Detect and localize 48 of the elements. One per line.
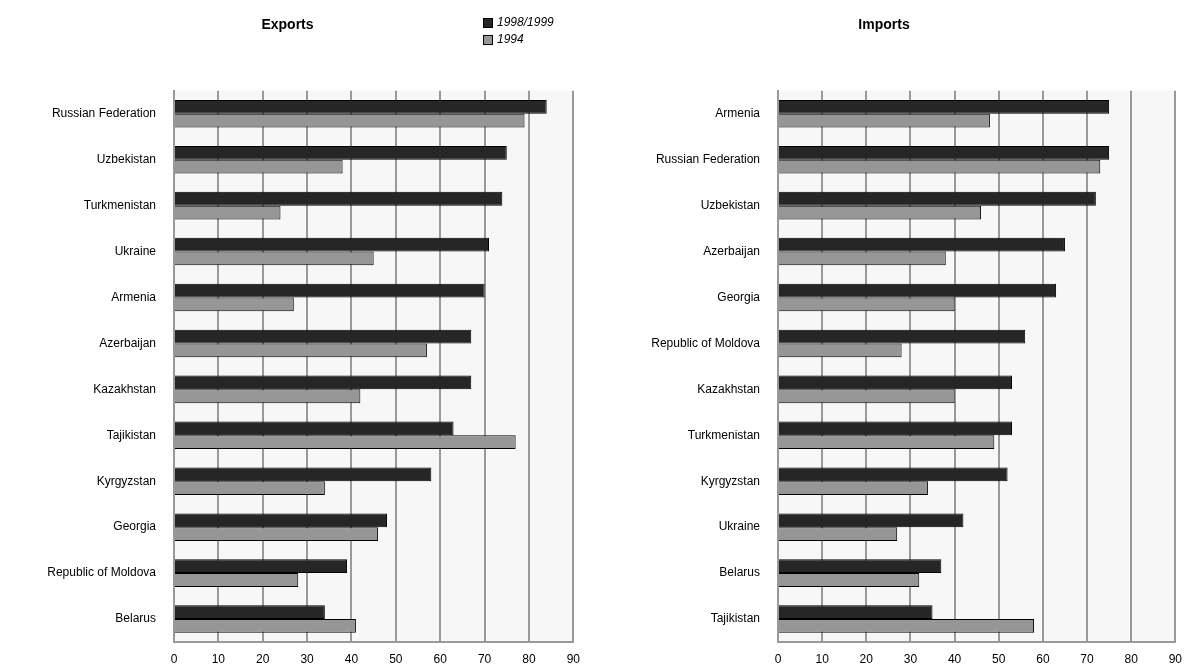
x-tick-label: 40 <box>344 651 359 666</box>
y-tick-label: Belarus <box>719 565 760 580</box>
x-tick-label: 80 <box>522 651 536 666</box>
y-tick-label: Azerbaijan <box>99 335 156 350</box>
y-tick-label: Republic of Moldova <box>651 335 761 350</box>
x-tick-label: 70 <box>1080 651 1095 666</box>
y-tick-label: Turkmenistan <box>83 197 156 212</box>
y-tick-label: Azerbaijan <box>703 243 760 258</box>
x-tick-label: 0 <box>170 651 178 666</box>
y-tick-label: Republic of Moldova <box>47 565 157 580</box>
y-tick-label: Ukraine <box>718 519 761 534</box>
y-tick-label: Kazakhstan <box>697 381 760 396</box>
y-tick-label: Uzbekistan <box>96 152 156 167</box>
x-tick-label: 70 <box>477 651 492 666</box>
x-tick-label: 10 <box>815 651 830 666</box>
y-tick-label: Georgia <box>717 289 761 304</box>
x-tick-label: 0 <box>774 651 782 666</box>
y-tick-label: Russian Federation <box>51 106 156 121</box>
x-tick-label: 90 <box>1168 651 1183 666</box>
y-tick-label: Tajikistan <box>106 427 156 442</box>
x-tick-label: 50 <box>992 651 1006 666</box>
x-tick-label: 50 <box>389 651 403 666</box>
chart-title: Exports <box>261 16 314 33</box>
x-tick-label: 60 <box>433 651 448 666</box>
x-tick-label: 20 <box>859 651 874 666</box>
y-tick-label: Ukraine <box>114 243 157 258</box>
x-tick-label: 40 <box>947 651 962 666</box>
y-tick-label: Tajikistan <box>710 611 760 626</box>
x-tick-label: 90 <box>566 651 581 666</box>
x-tick-label: 20 <box>256 651 270 666</box>
y-tick-label: Armenia <box>111 289 157 304</box>
y-tick-label: Russian Federation <box>655 152 760 167</box>
y-tick-label: Turkmenistan <box>687 427 760 442</box>
y-tick-label: Uzbekistan <box>700 197 760 212</box>
y-tick-label: Kyrgyzstan <box>700 473 760 488</box>
y-tick-label: Kazakhstan <box>93 381 156 396</box>
x-tick-label: 10 <box>211 651 226 666</box>
x-tick-label: 30 <box>300 651 315 666</box>
legend-label: 1994 <box>497 31 524 48</box>
x-tick-label: 80 <box>1124 651 1139 666</box>
y-tick-label: Belarus <box>115 611 156 626</box>
y-tick-label: Armenia <box>715 106 761 121</box>
legend-label: 1998/1999 <box>497 14 554 31</box>
y-tick-label: Georgia <box>113 519 157 534</box>
x-tick-label: 60 <box>1036 651 1050 666</box>
y-tick-label: Kyrgyzstan <box>96 473 156 488</box>
chart-title: Imports <box>858 16 910 33</box>
x-tick-label: 30 <box>903 651 918 666</box>
